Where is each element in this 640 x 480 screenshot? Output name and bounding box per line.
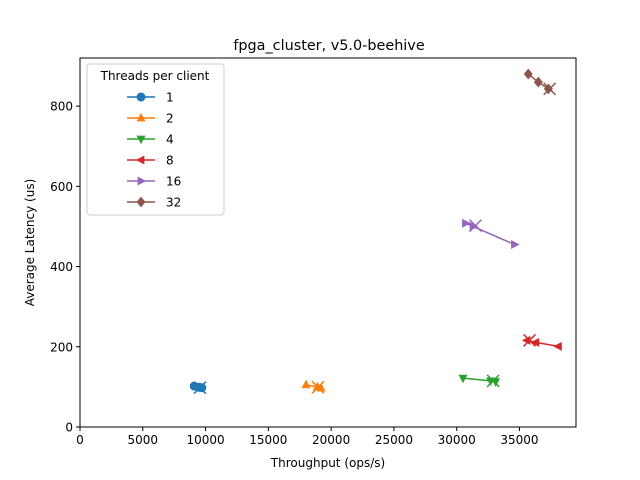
legend: Threads per client 1 2 4 8 16 32 (86, 63, 225, 216)
data-point (458, 374, 468, 384)
series-16 (462, 218, 520, 250)
legend-label: 4 (166, 133, 174, 147)
legend-marker (137, 176, 147, 186)
data-point (533, 76, 543, 88)
y-tick-label: 200 (50, 340, 73, 354)
legend-entry-1: 1 (127, 91, 174, 105)
data-point (301, 379, 311, 389)
data-point (523, 68, 533, 80)
legend-entry-8: 8 (127, 154, 174, 168)
x-tick-label: 15000 (249, 433, 287, 447)
x-tick-label: 10000 (186, 433, 224, 447)
legend-entry-32: 32 (127, 196, 181, 210)
x-tick-label: 0 (76, 433, 84, 447)
x-tick-label: 5000 (128, 433, 159, 447)
series-1 (189, 381, 207, 395)
legend-entry-2: 2 (127, 112, 174, 126)
cross-marker (543, 82, 557, 96)
y-axis-label: Average Latency (us) (23, 179, 37, 307)
x-tick-label: 25000 (375, 433, 413, 447)
cross-marker (469, 219, 483, 233)
legend-marker (136, 92, 146, 102)
y-tick-label: 600 (50, 180, 73, 194)
legend-label: 32 (166, 196, 181, 210)
data-point (197, 383, 207, 393)
legend-label: 1 (166, 91, 174, 105)
legend-box (86, 63, 225, 216)
series-2 (301, 379, 326, 394)
data-point (553, 341, 562, 351)
legend-label: 16 (166, 175, 181, 189)
series-32 (523, 68, 557, 96)
x-tick-label: 30000 (438, 433, 476, 447)
cross-marker (311, 380, 325, 394)
legend-entry-16: 16 (127, 175, 181, 189)
legend-marker (136, 112, 146, 122)
legend-entry-4: 4 (127, 133, 174, 147)
legend-title: Threads per client (100, 69, 210, 83)
series-4 (458, 374, 501, 388)
cross-marker (193, 381, 207, 395)
cross-marker (486, 374, 500, 388)
legend-label: 2 (166, 112, 174, 126)
cross-marker (523, 333, 537, 347)
data-point (316, 382, 326, 392)
data-point (462, 218, 471, 228)
legend-marker (136, 135, 146, 145)
data-point (530, 337, 540, 347)
x-axis-label: Throughput (ops/s) (270, 456, 385, 470)
axes-frame (79, 57, 577, 428)
chart-title: fpga_cluster, v5.0-beehive (233, 38, 425, 54)
data-point (511, 240, 520, 250)
legend-marker (136, 196, 146, 208)
y-tick-label: 0 (65, 421, 73, 435)
legend-marker (135, 155, 145, 165)
x-tick-label: 35000 (500, 433, 538, 447)
legend-label: 8 (166, 154, 174, 168)
y-tick-label: 400 (50, 260, 73, 274)
y-tick-label: 800 (50, 100, 73, 114)
series-8 (521, 333, 562, 351)
x-tick-label: 20000 (312, 433, 350, 447)
